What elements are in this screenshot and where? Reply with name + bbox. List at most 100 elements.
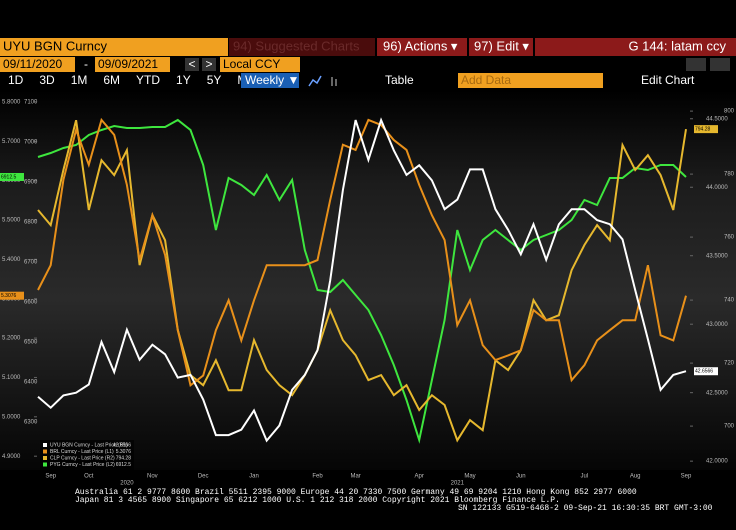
period-box[interactable]	[241, 73, 299, 88]
x-tick-label: Apr	[415, 474, 424, 480]
legend-label: PYG Curncy - Last Price (L2)	[50, 462, 115, 468]
start-date-box[interactable]	[0, 57, 75, 72]
x-year-label: 2020	[120, 481, 134, 487]
y-tick-label: 5.5000	[2, 218, 21, 224]
y-tick-label: 5.7000	[2, 139, 21, 145]
last-price-label: 42.6566	[695, 369, 713, 375]
y-tick-label: 6300	[24, 420, 38, 426]
prev: <	[188, 57, 195, 71]
edit-chart[interactable]: Edit Chart	[641, 73, 695, 87]
y-tick-label: 4.9000	[2, 454, 21, 460]
x-tick-label: Jun	[516, 474, 526, 480]
range-button[interactable]: YTD	[136, 73, 160, 87]
legend-value: 794.28	[116, 455, 132, 461]
y-tick-label: 7000	[24, 140, 38, 146]
y-tick-label: 5.0000	[2, 414, 21, 420]
period: Weekly ▼	[245, 73, 299, 87]
y-tick-label: 6400	[24, 380, 38, 386]
legend-swatch	[43, 449, 47, 454]
legend-label: BRL Curncy - Last Price (L1)	[50, 449, 114, 455]
currency: Local CCY	[223, 57, 280, 71]
security-box[interactable]	[0, 38, 228, 56]
security: UYU BGN Curncy	[3, 38, 108, 53]
last-price-label: 6912.5	[1, 174, 17, 180]
y2-tick-label: 42.5000	[706, 390, 728, 396]
add-data: Add Data	[461, 73, 511, 87]
last-price-tag	[0, 291, 24, 300]
suggested-button[interactable]	[229, 38, 375, 56]
last-price-tag	[694, 367, 718, 376]
table[interactable]: Table	[385, 73, 414, 87]
series-line	[37, 117, 687, 443]
y-tick-label: 5.8000	[2, 99, 21, 105]
legend-swatch	[43, 443, 47, 447]
y-tick-label: 6700	[24, 260, 38, 266]
edit: 97) Edit ▾	[474, 38, 529, 53]
end-date-box[interactable]	[95, 57, 170, 72]
line-icon[interactable]	[308, 75, 322, 87]
y2-tick-label: 780	[724, 172, 735, 178]
add-data-box[interactable]	[458, 73, 603, 88]
range-button[interactable]: 5Y	[207, 73, 222, 87]
y-tick-label: 5.1000	[2, 375, 21, 381]
range-button[interactable]: 3D	[39, 73, 55, 87]
x-tick-label: Sep	[681, 474, 692, 480]
y-tick-label: 5.4000	[2, 257, 21, 263]
y-tick-label: 5.2000	[2, 336, 21, 342]
y-tick-label: 6900	[24, 180, 38, 186]
footer-line: Japan 81 3 4565 8900 Singapore 65 6212 1…	[75, 496, 560, 505]
y-tick-label: 6600	[24, 300, 38, 306]
undo-button[interactable]	[686, 58, 706, 71]
legend-swatch	[43, 456, 47, 460]
x-tick-label: Mar	[350, 474, 360, 480]
range-button[interactable]: 6M	[103, 73, 120, 87]
range-button[interactable]: 1M	[71, 73, 88, 87]
currency-box[interactable]	[220, 57, 300, 72]
plot-area	[0, 90, 736, 470]
range-button[interactable]: 1Y	[176, 73, 191, 87]
x-tick-label: Aug	[630, 474, 641, 480]
y2-tick-label: 720	[724, 361, 735, 367]
redo-button[interactable]	[710, 58, 730, 71]
y-tick-label: 7100	[24, 100, 38, 106]
screen-bar	[535, 38, 736, 56]
y2-tick-label: 800	[724, 109, 735, 115]
footer-line: SN 122133 G519-6468-2 09-Sep-21 16:30:35…	[458, 504, 713, 513]
prev-button[interactable]	[185, 58, 199, 71]
last-price-tag	[0, 173, 24, 181]
y2-tick-label: 44.0000	[706, 185, 728, 191]
actions: 96) Actions ▾	[383, 38, 458, 53]
x-tick-label: Jan	[249, 474, 259, 480]
x-tick-label: Feb	[312, 474, 323, 480]
x-tick-label: Sep	[45, 474, 56, 480]
next-button[interactable]	[202, 58, 216, 71]
y2-tick-label: 760	[724, 235, 735, 241]
x-tick-label: Nov	[147, 474, 158, 480]
dash: -	[84, 57, 88, 71]
edit-button[interactable]	[469, 38, 533, 56]
y2-tick-label: 43.0000	[706, 322, 728, 328]
screen-id: G 144: latam ccy	[628, 38, 726, 53]
legend-value: 6912.5	[116, 462, 132, 468]
end-date: 09/09/2021	[98, 57, 158, 71]
legend-swatch	[43, 462, 47, 467]
x-year-label: 2021	[451, 481, 465, 487]
legend-value: 5.3076	[116, 449, 132, 455]
legend-label: CLP Curncy - Last Price (R2)	[50, 455, 115, 461]
legend-value: 42.6566	[113, 442, 131, 448]
suggested: 94) Suggested Charts	[233, 38, 360, 53]
x-tick-label: May	[464, 474, 475, 480]
y2-tick-label: 740	[724, 298, 735, 304]
y2-tick-label: 700	[724, 424, 735, 430]
y2-tick-label: 44.5000	[706, 116, 728, 122]
footer-line: Australia 61 2 9777 8600 Brazil 5511 239…	[75, 488, 637, 497]
bar-icon[interactable]	[331, 77, 337, 86]
legend-label: UYU BGN Curncy - Last Price (R1)	[50, 442, 128, 448]
x-tick-label: Oct	[84, 474, 94, 480]
series-line	[37, 117, 687, 388]
start-date: 09/11/2020	[3, 57, 62, 71]
actions-button[interactable]	[377, 38, 467, 56]
range-button[interactable]: 1D	[8, 73, 24, 87]
x-tick-label: Dec	[198, 474, 209, 480]
